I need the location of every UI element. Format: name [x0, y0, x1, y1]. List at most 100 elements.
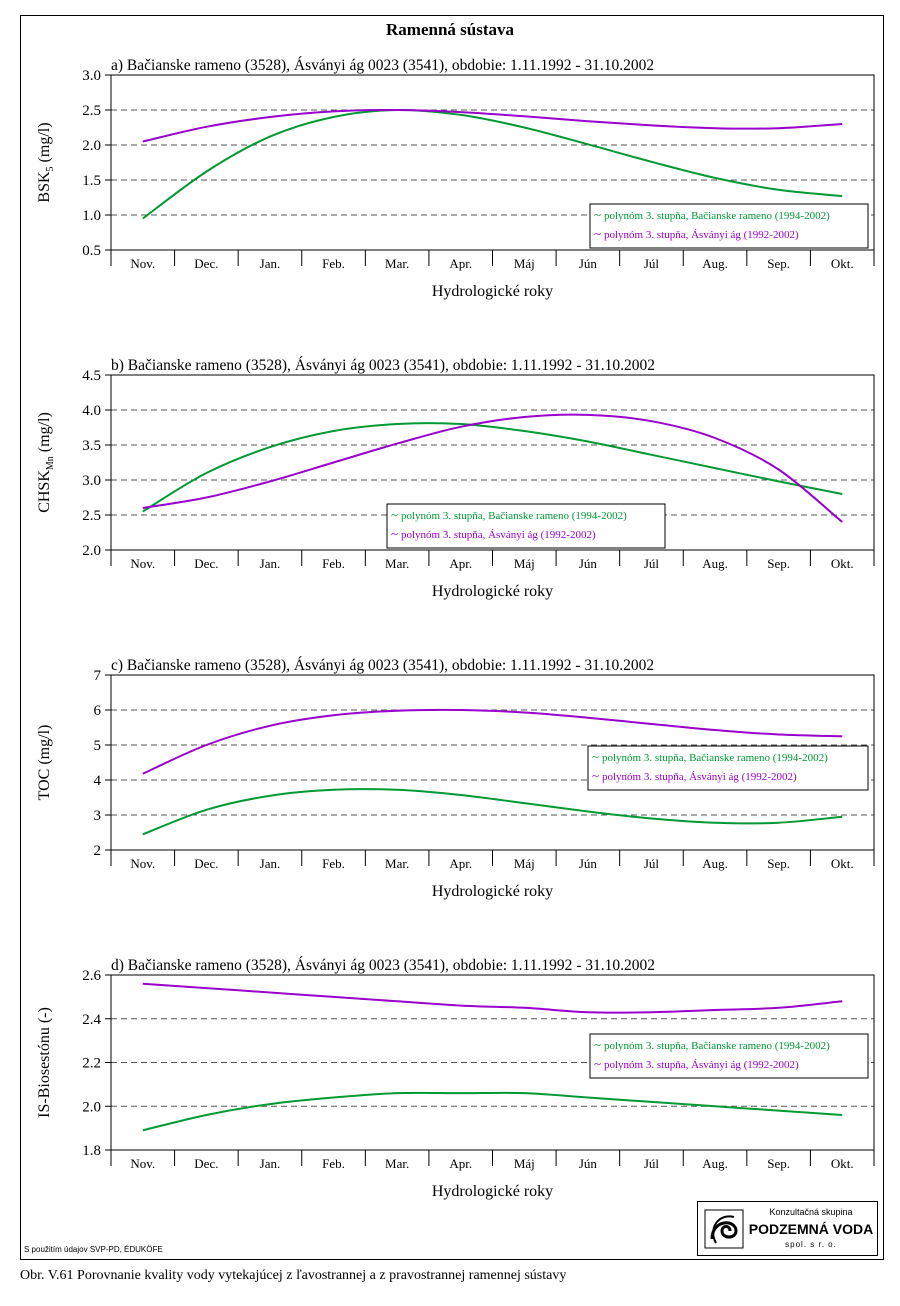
y-tick-label: 1.0 — [82, 208, 101, 224]
x-tick-label: Jan. — [260, 556, 281, 571]
y-tick-label: 3.0 — [82, 68, 101, 84]
x-tick-label: Feb. — [322, 256, 345, 271]
y-tick-label: 1.8 — [82, 1143, 101, 1159]
logo-spiral-icon — [704, 1209, 744, 1249]
y-axis-label-subscript: 5 — [45, 166, 56, 171]
x-axis-label: Hydrologické roky — [432, 1183, 553, 1200]
y-axis-label-unit: (-) — [36, 1007, 53, 1027]
y-tick-label: 2.2 — [82, 1056, 101, 1072]
x-tick-label: Máj — [514, 256, 535, 271]
y-tick-label: 2.5 — [82, 508, 101, 524]
y-axis-label-main: CHSK — [36, 470, 53, 513]
legend-swatch: ~ — [391, 526, 398, 541]
x-tick-label: Jún — [579, 1156, 598, 1171]
y-axis-label: IS-Biosestónu (-) — [36, 1007, 53, 1118]
chart-panel-b: b) Bačianske rameno (3528), Ásványi ág 0… — [36, 357, 875, 600]
x-tick-label: Júl — [644, 1156, 660, 1171]
legend-entry: polynóm 3. stupňa, Ásványi ág (1992-2002… — [602, 771, 797, 783]
x-tick-label: Apr. — [449, 1156, 472, 1171]
legend-swatch: ~ — [594, 207, 601, 222]
legend-entry: polynóm 3. stupňa, Ásványi ág (1992-2002… — [604, 229, 799, 241]
x-tick-label: Júl — [644, 856, 660, 871]
x-tick-label: Jún — [579, 556, 598, 571]
chart-title: d) Bačianske rameno (3528), Ásványi ág 0… — [111, 957, 655, 974]
y-axis-label-main: IS-Biosestónu — [36, 1027, 53, 1118]
y-axis-label-subscript: Mn — [45, 456, 56, 470]
series-line-asvanyi-ag — [142, 708, 843, 775]
x-tick-label: Feb. — [322, 856, 345, 871]
y-tick-label: 1.5 — [82, 173, 101, 189]
y-tick-label: 2.5 — [82, 103, 101, 119]
y-axis-label-main: BSK — [36, 171, 53, 203]
legend-entry: polynóm 3. stupňa, Bačianske rameno (199… — [604, 210, 830, 222]
y-tick-label: 6 — [94, 703, 102, 719]
x-tick-label: Dec. — [194, 856, 218, 871]
y-tick-label: 2.0 — [82, 1099, 101, 1115]
chart-title: b) Bačianske rameno (3528), Ásványi ág 0… — [111, 357, 655, 374]
x-tick-label: Nov. — [130, 556, 155, 571]
legend-swatch: ~ — [592, 749, 599, 764]
y-tick-label: 2.6 — [82, 968, 101, 984]
x-axis-label: Hydrologické roky — [432, 883, 553, 900]
y-axis-label-main: TOC — [36, 769, 53, 801]
chart-title: a) Bačianske rameno (3528), Ásványi ág 0… — [111, 57, 654, 74]
y-tick-label: 3.5 — [82, 438, 101, 454]
x-tick-label: Máj — [514, 1156, 535, 1171]
x-tick-label: Feb. — [322, 556, 345, 571]
x-tick-label: Nov. — [130, 856, 155, 871]
y-tick-label: 0.5 — [82, 243, 101, 259]
x-tick-label: Dec. — [194, 556, 218, 571]
x-tick-label: Dec. — [194, 256, 218, 271]
x-tick-label: Jún — [579, 856, 598, 871]
x-tick-label: Sep. — [767, 1156, 790, 1171]
legend-box — [587, 745, 869, 791]
y-tick-label: 7 — [94, 668, 102, 684]
x-tick-label: Okt. — [831, 256, 854, 271]
x-tick-label: Sep. — [767, 256, 790, 271]
x-tick-label: Aug. — [702, 1156, 728, 1171]
y-tick-label: 4 — [94, 773, 102, 789]
x-tick-label: Jan. — [260, 256, 281, 271]
x-tick-label: Júl — [644, 556, 660, 571]
chart-panel-d: d) Bačianske rameno (3528), Ásványi ág 0… — [36, 957, 875, 1200]
x-tick-label: Mar. — [385, 856, 409, 871]
x-tick-label: Aug. — [702, 856, 728, 871]
x-tick-label: Sep. — [767, 556, 790, 571]
x-tick-label: Feb. — [322, 1156, 345, 1171]
chart-panel-c: c) Bačianske rameno (3528), Ásványi ág 0… — [36, 657, 875, 900]
y-axis-label: BSK5 (mg/l) — [36, 122, 56, 202]
x-tick-label: Nov. — [130, 1156, 155, 1171]
y-tick-label: 3 — [94, 808, 102, 824]
series-line-bacianske-rameno — [142, 788, 843, 836]
company-logo: Konzultačná skupina PODZEMNÁ VODA spol. … — [697, 1201, 878, 1256]
legend-entry: polynóm 3. stupňa, Bačianske rameno (199… — [401, 510, 627, 522]
legend-entry: polynóm 3. stupňa, Bačianske rameno (199… — [604, 1040, 830, 1052]
y-tick-label: 2.4 — [82, 1012, 101, 1028]
legend-box — [589, 203, 869, 249]
y-tick-label: 5 — [94, 738, 102, 754]
x-tick-label: Sep. — [767, 856, 790, 871]
x-tick-label: Aug. — [702, 256, 728, 271]
x-tick-label: Aug. — [702, 556, 728, 571]
x-tick-label: Jan. — [260, 856, 281, 871]
y-tick-label: 3.0 — [82, 473, 101, 489]
x-tick-label: Apr. — [449, 256, 472, 271]
x-tick-label: Máj — [514, 556, 535, 571]
legend-swatch: ~ — [594, 226, 601, 241]
chart-panel-a: a) Bačianske rameno (3528), Ásványi ág 0… — [36, 57, 875, 300]
series-line-bacianske-rameno — [142, 108, 843, 220]
x-axis-label: Hydrologické roky — [432, 283, 553, 300]
x-axis-label: Hydrologické roky — [432, 583, 553, 600]
x-tick-label: Apr. — [449, 556, 472, 571]
x-tick-label: Nov. — [130, 256, 155, 271]
legend-box — [386, 503, 666, 549]
y-axis-label-unit: (mg/l) — [36, 412, 53, 456]
y-axis-label: CHSKMn (mg/l) — [36, 412, 56, 513]
legend-entry: polynóm 3. stupňa, Ásványi ág (1992-2002… — [604, 1059, 799, 1071]
x-tick-label: Mar. — [385, 556, 409, 571]
x-tick-label: Apr. — [449, 856, 472, 871]
legend-swatch: ~ — [594, 1056, 601, 1071]
logo-tagline: Konzultačná skupina — [769, 1207, 853, 1217]
legend-swatch: ~ — [594, 1037, 601, 1052]
